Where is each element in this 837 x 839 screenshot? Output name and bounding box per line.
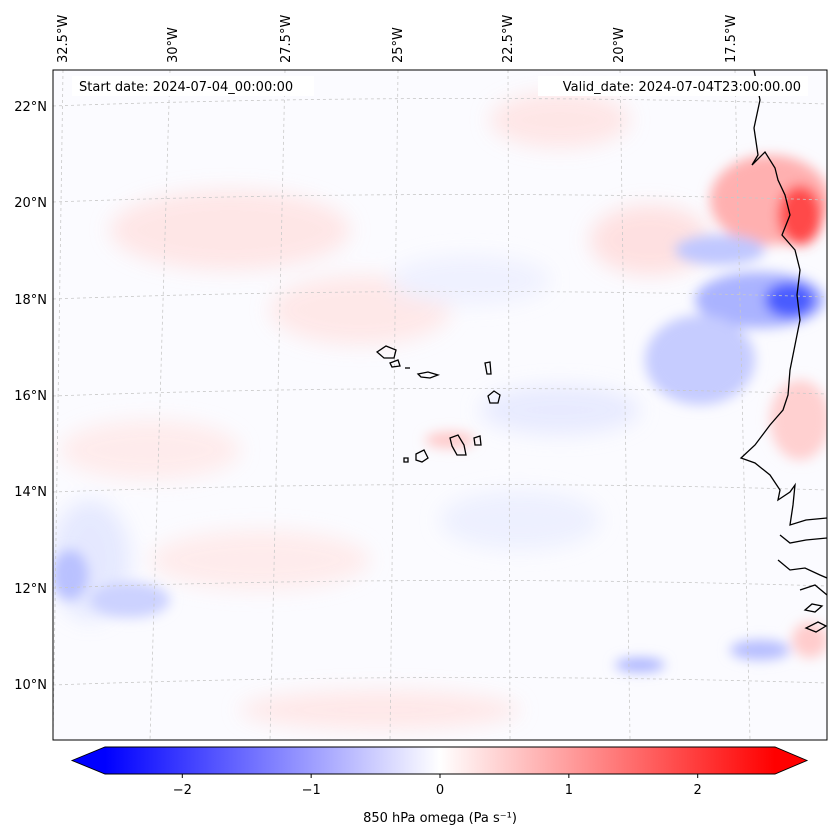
colorbar-tick-label: 0	[436, 783, 444, 798]
colorbar-tick-label: 2	[694, 783, 702, 798]
gridline-lat	[53, 484, 827, 493]
omega-patch	[770, 380, 827, 460]
guinea-bissau-coast	[777, 559, 827, 579]
gridline-lat	[53, 388, 827, 397]
gridline-lon	[389, 70, 399, 740]
gridline-lat	[53, 580, 827, 589]
africa-coastline	[739, 70, 827, 526]
omega-patch	[490, 92, 630, 148]
colorbar-extend-max	[775, 747, 807, 774]
omega-patch	[390, 255, 550, 305]
gridline-lat	[53, 677, 827, 686]
gridline-lon	[53, 70, 64, 740]
lon-tick-label: 30°W	[166, 27, 181, 63]
omega-patch	[778, 185, 822, 245]
lat-tick-label: 14°N	[14, 485, 47, 500]
omega-patch	[240, 690, 520, 730]
lat-tick-label: 16°N	[14, 389, 47, 404]
omega-patch	[110, 190, 350, 270]
date-annotations: Start date: 2024-07-04_00:00:00 Valid_da…	[72, 76, 808, 96]
lon-tick-label: 20°W	[612, 27, 627, 63]
gridline-lon	[149, 70, 171, 740]
omega-patch	[645, 315, 755, 405]
omega-patch	[440, 490, 600, 550]
gridline-lon	[269, 70, 286, 740]
island-boa-vista	[487, 390, 501, 404]
island-sao-vicente	[389, 359, 401, 368]
omega-patch	[675, 235, 765, 265]
valid-date-text: Valid_date: 2024-07-04T23:00:00.00	[563, 80, 801, 95]
omega-patch	[60, 420, 240, 480]
gridline-lat	[53, 98, 827, 107]
island-brava	[403, 457, 409, 463]
omega-patch	[615, 658, 665, 672]
lat-tick-label: 10°N	[14, 678, 47, 693]
map-background	[53, 70, 827, 740]
omega-patch	[150, 530, 370, 590]
gridline-lon	[734, 70, 751, 740]
lon-tick-label: 27.5°W	[279, 15, 294, 63]
island-santo-antao	[375, 345, 397, 359]
lat-tick-label: 22°N	[14, 100, 47, 115]
island-sal	[484, 361, 492, 375]
gridline-lat	[53, 194, 827, 203]
coastlines	[375, 70, 827, 633]
omega-patch	[53, 550, 88, 600]
island-fogo	[415, 449, 429, 463]
lat-tick-labels: 22°N 20°N 18°N 16°N 14°N 12°N 10°N	[14, 100, 47, 693]
map-frame	[52, 69, 828, 741]
gridline-lon	[507, 70, 511, 740]
lat-tick-label: 12°N	[14, 582, 47, 597]
lon-tick-label: 17.5°W	[724, 15, 739, 63]
gridline-lat	[53, 291, 827, 300]
colorbar-tick-label: 1	[565, 783, 573, 798]
island-sao-nicolau	[416, 371, 441, 379]
gridline-lon	[619, 70, 631, 740]
lon-tick-label: 32.5°W	[56, 15, 71, 63]
omega-patch	[90, 582, 170, 618]
omega-patch	[765, 282, 815, 318]
island-santiago	[449, 434, 467, 456]
colorbar-extend-min	[72, 747, 105, 774]
lon-tick-labels: 32.5°W 30°W 27.5°W 25°W 22.5°W 20°W 17.5…	[56, 15, 739, 63]
colorbar: −2 −1 0 1 2 850 hPa omega (Pa s⁻¹)	[70, 746, 809, 826]
colorbar-tick-label: −1	[302, 783, 321, 798]
colorbar-ticks: −2 −1 0 1 2	[173, 774, 702, 798]
colorbar-label: 850 hPa omega (Pa s⁻¹)	[363, 811, 517, 826]
start-date-box	[72, 76, 314, 96]
coastal-islands	[803, 603, 824, 613]
omega-patch	[590, 205, 710, 275]
map-panel	[52, 69, 828, 741]
coastal-islands	[799, 584, 827, 596]
omega-patch	[480, 385, 640, 435]
coastal-islands	[804, 621, 827, 633]
gridlines	[53, 70, 827, 740]
omega-patch	[730, 640, 790, 660]
lon-tick-label: 22.5°W	[501, 15, 516, 63]
valid-date-box	[538, 76, 808, 96]
island-maio	[473, 435, 482, 446]
colorbar-tick-label: −2	[173, 783, 192, 798]
omega-field	[53, 92, 827, 730]
lon-tick-label: 25°W	[391, 27, 406, 63]
colorbar-outline	[70, 746, 809, 775]
start-date-text: Start date: 2024-07-04_00:00:00	[79, 80, 293, 95]
lat-tick-label: 18°N	[14, 293, 47, 308]
colorbar-gradient	[105, 747, 775, 774]
lat-tick-label: 20°N	[14, 196, 47, 211]
gambia-coast	[779, 534, 827, 544]
